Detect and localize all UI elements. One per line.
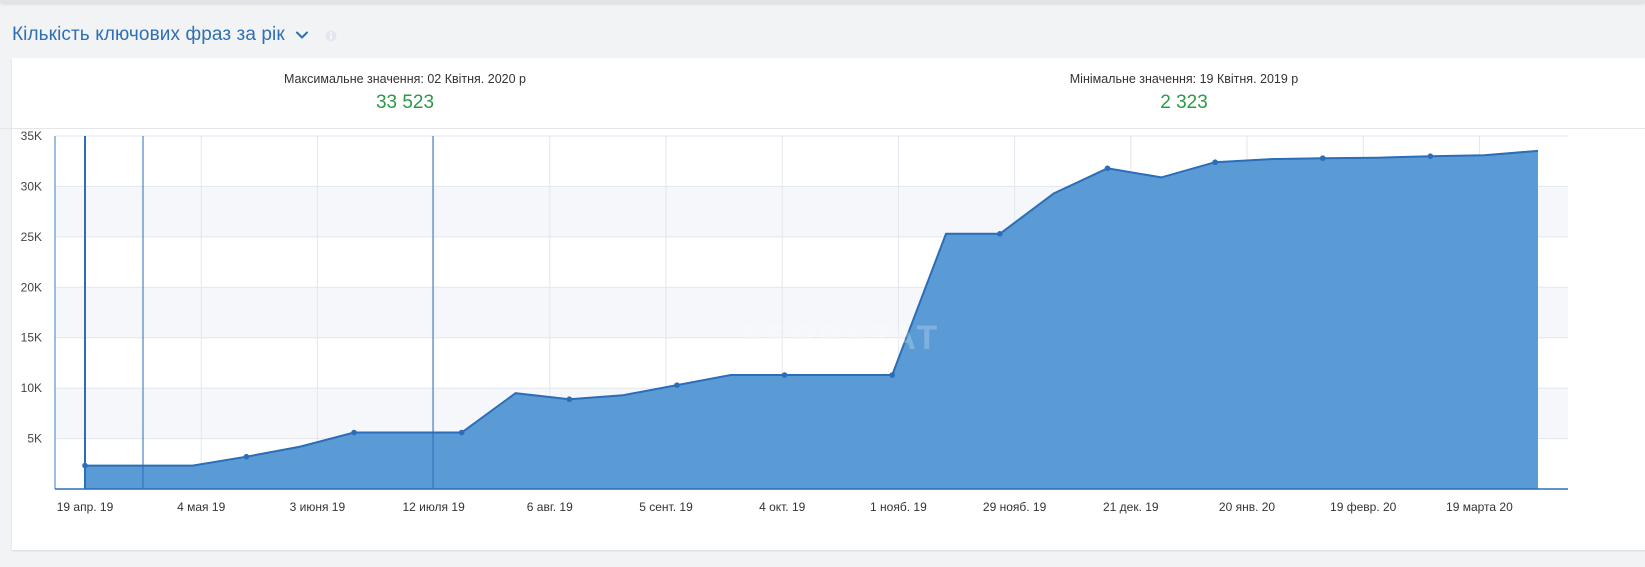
x-tick-label: 4 мая 19 (177, 500, 225, 514)
data-points (82, 153, 1434, 469)
data-point[interactable] (889, 372, 896, 378)
max-stat: Максимальне значення: 02 Квітня. 2020 р … (195, 72, 615, 114)
x-tick-label: 4 окт. 19 (759, 500, 806, 514)
min-stat: Мінімальне значення: 19 Квітня. 2019 р 2… (974, 72, 1394, 114)
data-point[interactable] (1212, 159, 1218, 166)
data-point[interactable] (82, 462, 88, 469)
x-tick-label: 5 сент. 19 (639, 500, 693, 514)
x-tick-label: 3 июня 19 (290, 500, 346, 514)
chevron-down-icon[interactable] (295, 28, 309, 42)
y-tick-label: 35K (21, 129, 42, 143)
y-tick-label: 30K (21, 179, 42, 193)
top-panel-edge (0, 0, 1645, 3)
data-point[interactable] (997, 231, 1003, 237)
info-icon[interactable] (325, 29, 337, 42)
y-axis-ticks: 5K 10K 15K 20K 25K 30K 35K (21, 129, 42, 446)
x-tick-label: 29 нояб. 19 (983, 500, 1047, 514)
area-layer (55, 149, 1568, 490)
y-tick-label: 15K (21, 331, 42, 345)
min-stat-label: Мінімальне значення: 19 Квітня. 2019 р (1069, 72, 1299, 86)
y-tick-label: 5K (27, 432, 42, 446)
widget-title: Кількість ключових фраз за рік (12, 24, 285, 45)
x-tick-label: 12 июля 19 (402, 500, 465, 514)
max-stat-value: 33 523 (375, 92, 435, 113)
widget-header: Кількість ключових фраз за рік (12, 22, 337, 48)
y-tick-label: 10K (21, 381, 42, 395)
vertical-markers (84, 136, 434, 489)
data-point[interactable] (781, 372, 788, 378)
series-line (85, 149, 1539, 467)
data-point[interactable] (674, 382, 680, 388)
max-stat-label: Максимальне значення: 02 Квітня. 2020 р (284, 72, 526, 86)
data-point[interactable] (1319, 155, 1326, 161)
x-tick-label: 6 авг. 19 (527, 500, 573, 514)
y-tick-label: 20K (21, 280, 42, 294)
x-tick-label: 1 нояб. 19 (870, 500, 927, 514)
x-tick-label: 20 янв. 20 (1219, 500, 1276, 514)
y-tick-label: 25K (21, 230, 42, 244)
data-point[interactable] (1427, 153, 1434, 159)
stats-divider (0, 128, 1645, 129)
serpstat-watermark: SERPSTAT (740, 319, 940, 357)
x-tick-label: 21 дек. 19 (1103, 500, 1159, 514)
data-point[interactable] (243, 453, 250, 460)
x-tick-label: 19 апр. 19 (57, 500, 114, 514)
min-stat-value: 2 323 (1160, 92, 1208, 113)
data-point[interactable] (566, 396, 573, 403)
x-tick-label: 19 марта 20 (1446, 500, 1513, 514)
series-area (85, 150, 1538, 489)
data-point[interactable] (1104, 165, 1111, 172)
x-axis-ticks: 19 апр. 19 4 мая 19 3 июня 19 12 июля 19 6 а… (57, 500, 1513, 514)
x-tick-label: 19 февр. 20 (1330, 500, 1397, 514)
data-point[interactable] (458, 429, 465, 436)
data-point[interactable] (351, 429, 357, 436)
